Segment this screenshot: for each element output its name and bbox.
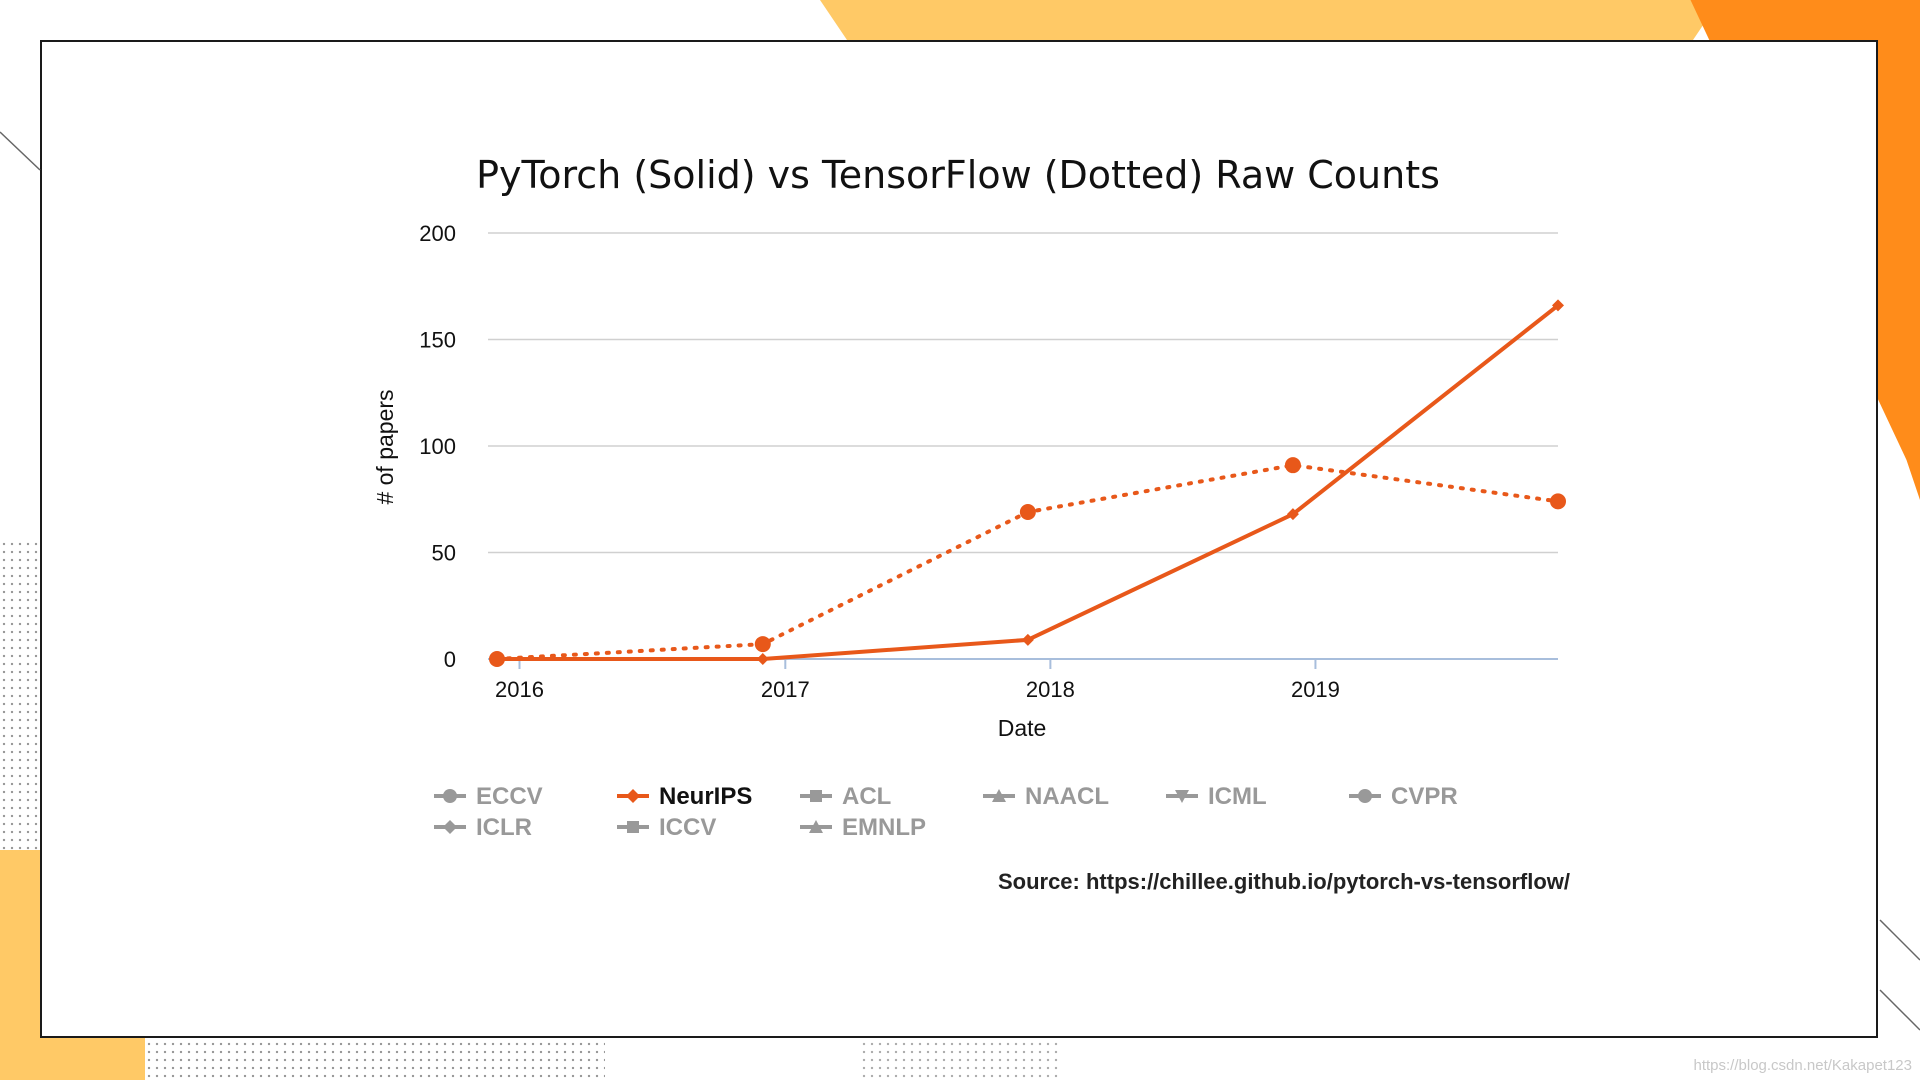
data-point-tensorflow-dotted-2015-12 bbox=[489, 651, 505, 667]
y-tick-label-50: 50 bbox=[432, 541, 456, 566]
y-tick-label-0: 0 bbox=[444, 647, 456, 672]
legend-square-marker bbox=[627, 821, 639, 833]
slide bbox=[40, 40, 1878, 1038]
y-tick-label-200: 200 bbox=[419, 221, 456, 246]
legend-circle-marker bbox=[443, 789, 457, 803]
source-note: Source: https://chillee.github.io/pytorc… bbox=[998, 869, 1570, 894]
legend-item-naacl[interactable]: NAACL bbox=[983, 783, 1109, 810]
legend-triangle-down-marker bbox=[1175, 790, 1189, 803]
y-axis-ticks: 0 50 100 150 200 bbox=[419, 221, 456, 672]
legend-triangle-marker bbox=[809, 820, 823, 833]
gridlines bbox=[488, 232, 1558, 660]
data-point-tensorflow-dotted-2018-12 bbox=[1284, 457, 1301, 474]
decor-diagonal-line-right-2 bbox=[1879, 989, 1920, 1031]
data-point-tensorflow-dotted-2017-12 bbox=[1019, 504, 1036, 521]
legend-diamond-marker bbox=[626, 789, 640, 803]
x-tick-label-2018: 2018 bbox=[1026, 677, 1075, 702]
legend-item-acl[interactable]: ACL bbox=[800, 783, 891, 810]
decor-dot-pattern-left bbox=[0, 540, 40, 850]
y-tick-label-100: 100 bbox=[419, 434, 456, 459]
x-axis-ticks: 2016 2017 2018 2019 bbox=[495, 659, 1340, 702]
y-axis-label: # of papers bbox=[372, 389, 398, 504]
legend-item-emnlp[interactable]: EMNLP bbox=[800, 814, 926, 841]
data-point-pytorch-solid-2017-12 bbox=[1021, 633, 1034, 646]
decor-dot-pattern-bottom bbox=[145, 1040, 605, 1080]
data-point-tensorflow-dotted-2019-12 bbox=[1550, 493, 1566, 510]
data-point-pytorch-solid-2016-12 bbox=[756, 653, 769, 665]
chart-title: PyTorch (Solid) vs TensorFlow (Dotted) R… bbox=[476, 153, 1440, 197]
legend-item-cvpr[interactable]: CVPR bbox=[1349, 783, 1458, 810]
data-point-pytorch-solid-2018-12 bbox=[1286, 508, 1299, 521]
decor-dot-pattern-bottom-right bbox=[860, 1040, 1060, 1080]
legend-item-neurips[interactable]: NeurIPS bbox=[617, 783, 752, 810]
legend-item-icml[interactable]: ICML bbox=[1166, 783, 1267, 810]
legend-label: ICCV bbox=[659, 814, 716, 841]
data-point-tensorflow-dotted-2016-12 bbox=[754, 636, 771, 653]
legend-item-iccv[interactable]: ICCV bbox=[617, 814, 716, 841]
legend-label: NeurIPS bbox=[659, 783, 752, 810]
x-tick-label-2017: 2017 bbox=[761, 677, 810, 702]
decor-top-band bbox=[820, 0, 1720, 40]
legend-item-eccv[interactable]: ECCV bbox=[434, 783, 543, 810]
legend-label: ECCV bbox=[476, 783, 543, 810]
legend-triangle-marker bbox=[992, 789, 1006, 802]
legend-label: ICLR bbox=[476, 814, 532, 841]
x-tick-label-2019: 2019 bbox=[1291, 677, 1340, 702]
watermark: https://blog.csdn.net/Kakapet123 bbox=[1694, 1057, 1913, 1074]
legend-label: NAACL bbox=[1025, 783, 1109, 810]
legend-square-marker bbox=[810, 790, 822, 802]
legend-label: ICML bbox=[1208, 783, 1267, 810]
y-tick-label-150: 150 bbox=[419, 328, 456, 353]
data-point-pytorch-solid-2019-12 bbox=[1552, 299, 1564, 312]
decor-diagonal-line-right bbox=[1879, 919, 1920, 961]
legend-item-iclr[interactable]: ICLR bbox=[434, 814, 532, 841]
x-tick-label-2016: 2016 bbox=[495, 677, 544, 702]
legend-diamond-marker bbox=[443, 820, 457, 834]
legend-label: EMNLP bbox=[842, 814, 926, 841]
legend-circle-marker bbox=[1358, 789, 1372, 803]
x-axis-label: Date bbox=[998, 715, 1047, 741]
series-line-pytorch-solid bbox=[497, 303, 1560, 661]
series-group bbox=[489, 299, 1566, 667]
legend: ECCV NeurIPS ACL NAACL ICML CVPR ICLR ICCV EMNLP bbox=[434, 783, 1458, 841]
series-line-tensorflow-dotted bbox=[495, 463, 1560, 661]
legend-label: CVPR bbox=[1391, 783, 1458, 810]
decor-diagonal-line-left bbox=[0, 131, 41, 171]
legend-label: ACL bbox=[842, 783, 891, 810]
